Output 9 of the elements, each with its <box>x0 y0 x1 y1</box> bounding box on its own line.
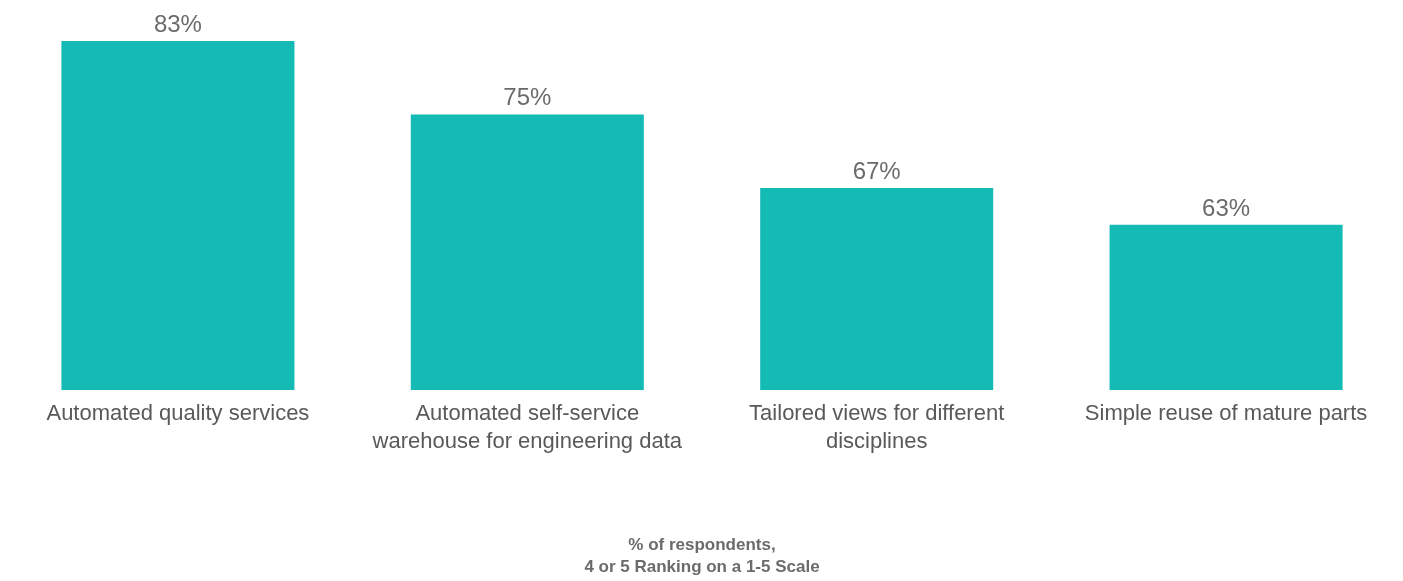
data-label: 67% <box>852 156 901 184</box>
data-label: 75% <box>503 83 552 111</box>
data-label: 63% <box>1202 193 1251 221</box>
data-label: 83% <box>153 10 202 37</box>
x-tick-label: Simple reuse of mature parts <box>1084 399 1368 425</box>
x-tick-label: Automated quality services <box>46 399 310 425</box>
x-tick-label: Tailored views for different disciplines <box>749 399 1005 453</box>
text: % of respondents, 4 or 5 Ranking on a 1-5 Scale <box>584 535 820 576</box>
x-tick-label: Automated self-service warehouse for engineering data <box>371 399 683 453</box>
